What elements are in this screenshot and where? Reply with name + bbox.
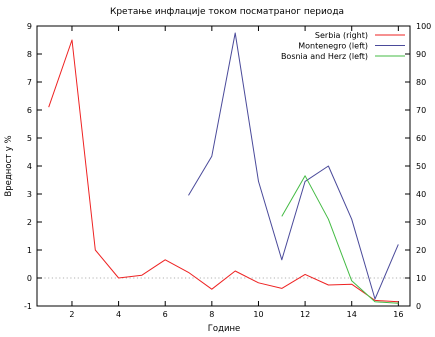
series-lines: [48, 32, 399, 304]
y-axis-label: Вредност у %: [4, 135, 14, 196]
y-right-tick-label: 20: [416, 246, 426, 255]
y-right-tick-label: 50: [416, 162, 426, 171]
x-tick-label: 14: [347, 310, 357, 319]
y-left-tick-label: 5: [27, 134, 32, 143]
chart-title: Кретање инфлације током посматраног пери…: [110, 7, 344, 17]
y-right-tick-label: 40: [416, 190, 426, 199]
legend-label: Bosnia and Herz (left): [281, 52, 368, 61]
y-left-tick-label: 1: [27, 246, 32, 255]
series-line-bosnia-and-herz: [281, 175, 399, 304]
legend: Serbia (right) Montenegro (left)Bosnia an…: [281, 31, 405, 61]
legend-label: Serbia (right): [315, 31, 368, 40]
y-right-tick-label: 60: [416, 134, 426, 143]
y-left-tick-label: 9: [27, 22, 32, 31]
x-tick-label: 8: [209, 310, 214, 319]
y-left-tick-label: -1: [24, 302, 32, 311]
x-tick-label: 4: [116, 310, 121, 319]
y-left-tick-label: 6: [27, 106, 32, 115]
series-line-serbia: [48, 39, 399, 303]
y-right-tick-label: 0: [416, 302, 421, 311]
y-left-tick-label: 0: [27, 274, 32, 283]
y-left-tick-label: 8: [27, 50, 32, 59]
y-left-tick-label: 4: [27, 162, 32, 171]
x-tick-label: 16: [393, 310, 403, 319]
y-left-tick-label: 7: [27, 78, 32, 87]
x-tick-label: 10: [253, 310, 263, 319]
x-tick-label: 2: [69, 310, 74, 319]
y-right-tick-label: 30: [416, 218, 426, 227]
plot-frame: [36, 25, 411, 307]
y-right-tick-label: 10: [416, 274, 426, 283]
axis-ticks: 2 4 6 8 10 12 14 16-101234567890102030405060708…: [24, 22, 431, 319]
y-right-tick-label: 80: [416, 78, 426, 87]
y-right-tick-label: 70: [416, 106, 426, 115]
x-axis-label: Године: [208, 324, 241, 334]
series-line-montenegro: [188, 32, 399, 300]
y-right-tick-label: 90: [416, 50, 426, 59]
y-left-tick-label: 2: [27, 218, 32, 227]
x-tick-label: 6: [163, 310, 168, 319]
y-left-tick-label: 3: [27, 190, 32, 199]
x-tick-label: 12: [300, 310, 310, 319]
y-right-tick-label: 100: [416, 22, 431, 31]
legend-label: Montenegro (left): [298, 42, 368, 51]
